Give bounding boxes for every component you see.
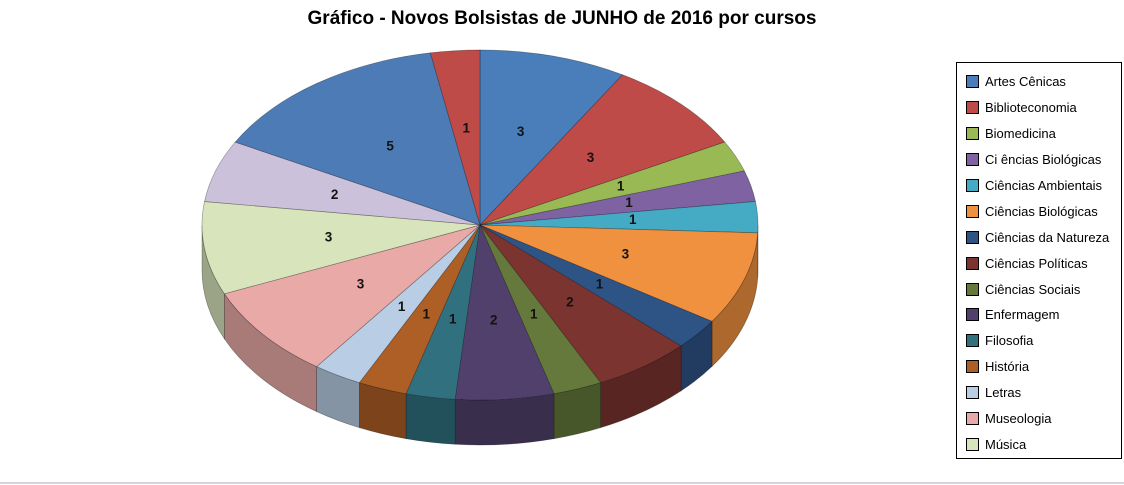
legend-item-label: Enfermagem — [985, 307, 1060, 323]
legend-item-label: Artes Cênicas — [985, 74, 1066, 90]
legend-item-label: Música — [985, 436, 1027, 452]
pie-data-label: 3 — [622, 246, 630, 261]
pie-slice — [223, 224, 481, 367]
pie-slice — [479, 74, 726, 226]
legend-color-swatch — [966, 127, 979, 141]
legend-item: Artes Cênicas — [963, 69, 1117, 95]
pie-data-label: 1 — [398, 299, 406, 314]
legend-item: Ciências da Natureza — [963, 224, 1117, 250]
pie-data-label: 2 — [331, 187, 339, 202]
pie-slice — [479, 201, 759, 234]
pie-slice — [479, 224, 602, 395]
legend-color-swatch — [966, 204, 979, 218]
pie-slice — [479, 224, 713, 347]
pie-data-label: 3 — [517, 124, 525, 139]
legend-item-label: Ciências da Natureza — [985, 229, 1110, 245]
legend-color-swatch — [966, 334, 979, 348]
legend-item-label: Museologia — [985, 411, 1052, 427]
legend-color-swatch — [966, 101, 979, 115]
pie-data-label: 1 — [530, 307, 538, 322]
legend-color-swatch — [966, 412, 979, 426]
legend-item-label: Biblioteconomia — [985, 100, 1077, 116]
legend-item-label: Ciências Biológicas — [985, 203, 1098, 219]
pie-slice — [479, 170, 756, 226]
legend-item-label: Ci ências Biológicas — [985, 152, 1102, 168]
legend-item-label: Letras — [985, 385, 1022, 401]
pie-slice — [454, 223, 555, 401]
pie-data-label: 2 — [490, 312, 498, 327]
pie-data-label: 1 — [596, 277, 604, 292]
pie-data-label: 5 — [386, 139, 394, 154]
legend-color-swatch — [966, 437, 979, 451]
legend-item: Ciências Biológicas — [963, 198, 1117, 224]
pie-slice — [201, 201, 481, 295]
legend-item-label: Ciências Ambientais — [985, 178, 1103, 193]
pie-data-label: 2 — [566, 294, 574, 309]
legend-item-label: Ciências Sociais — [985, 281, 1081, 297]
pie-slice-side — [454, 393, 555, 446]
pie-slice — [429, 49, 481, 226]
pie-data-label: 3 — [357, 277, 365, 292]
legend-color-swatch — [966, 75, 979, 89]
pie-slice — [479, 49, 624, 226]
legend-item: Música — [963, 431, 1117, 457]
pie-data-label: 1 — [617, 179, 625, 194]
legend-item: Biblioteconomia — [963, 95, 1117, 121]
legend-color-swatch — [966, 282, 979, 296]
legend-item-label: Biomedicina — [985, 126, 1056, 142]
legend-color-swatch — [966, 153, 979, 167]
legend-item: Ciências Políticas — [963, 250, 1117, 276]
pie-data-label: 3 — [325, 229, 333, 244]
pie-data-label: 3 — [587, 150, 595, 165]
legend-color-swatch — [966, 360, 979, 374]
pie-slice — [479, 224, 759, 322]
pie-data-label: 1 — [423, 307, 431, 322]
pie-data-label: 1 — [629, 212, 637, 227]
legend-item: Biomedicina — [963, 121, 1117, 147]
pie-slice — [234, 52, 481, 226]
chart-title: Gráfico - Novos Bolsistas de JUNHO de 20… — [307, 8, 817, 29]
pie-slice — [405, 224, 481, 400]
window-bottom-edge — [0, 482, 1124, 484]
legend-item-label: História — [985, 359, 1030, 375]
legend: Artes Cênicas Biblioteconomia Biomedicina C… — [956, 62, 1122, 459]
pie-slice — [479, 141, 745, 226]
pie-slice-side — [405, 393, 456, 445]
legend-item-label: Ciências Políticas — [985, 255, 1088, 271]
legend-color-swatch — [966, 308, 979, 322]
pie-slice — [315, 224, 481, 384]
legend-item: Filosofia — [963, 328, 1117, 354]
pie-data-label: 1 — [449, 311, 457, 326]
legend-item: Ciências Sociais — [963, 276, 1117, 302]
pie-slice — [479, 224, 682, 384]
legend-color-swatch — [966, 386, 979, 400]
legend-color-swatch — [966, 179, 979, 192]
legend-item: Ciências Ambientais — [963, 173, 1117, 199]
legend-item: Ci ências Biológicas — [963, 147, 1117, 173]
pie-data-label: 1 — [463, 121, 471, 136]
legend-item: Museologia — [963, 406, 1117, 432]
legend-item: História — [963, 354, 1117, 380]
legend-item-label: Filosofia — [985, 333, 1034, 349]
legend-item: Letras — [963, 380, 1117, 406]
legend-color-swatch — [966, 256, 979, 270]
pie-slice — [358, 224, 481, 395]
legend-color-swatch — [966, 230, 979, 244]
legend-item: Enfermagem — [963, 302, 1117, 328]
pie-data-label: 1 — [625, 195, 633, 210]
pie-slice — [204, 141, 481, 226]
